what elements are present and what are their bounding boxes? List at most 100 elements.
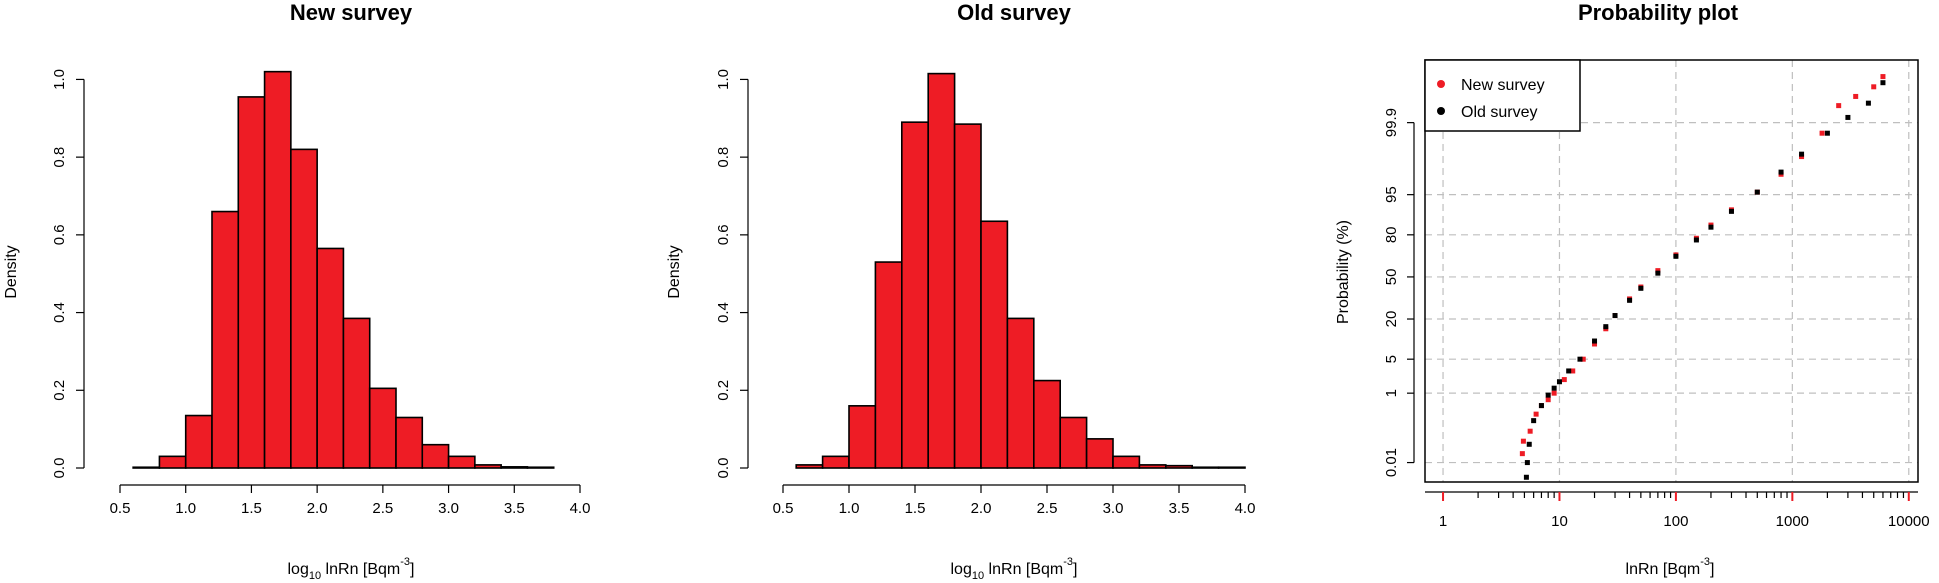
x-axis-label-exponent: -3 [1700, 556, 1710, 568]
y-tick-label: 0.8 [51, 147, 68, 168]
x-axis-label-close: ] [1710, 561, 1714, 578]
y-tick-label: 1.0 [51, 69, 68, 90]
x-axis-label-base: 10 [309, 570, 321, 582]
data-point [1638, 285, 1644, 291]
histogram-bar [395, 416, 424, 469]
data-point [1592, 338, 1598, 344]
x-tick-label: 2.0 [307, 500, 328, 517]
legend-label-old-survey: Old survey [1461, 104, 1537, 121]
legend-marker-new-survey [1437, 80, 1445, 88]
x-axis-label: lnRn [Bqm-3] [1626, 556, 1715, 578]
legend-marker-old-survey [1437, 107, 1445, 115]
histogram-bar [795, 464, 824, 469]
histogram-bar [158, 455, 187, 469]
x-tick-label: 2.5 [372, 500, 393, 517]
data-point [1880, 74, 1886, 80]
histogram-bar [953, 123, 982, 469]
x-tick-label: 3.0 [1103, 500, 1124, 517]
y-tick-label: 0.01 [1383, 448, 1400, 477]
histogram-bar [184, 414, 213, 469]
data-point [1836, 103, 1842, 109]
histogram-bar [848, 405, 877, 469]
y-tick-label: 0.4 [715, 302, 732, 323]
histogram-bar [342, 317, 371, 469]
y-axis: 0.0 0.2 0.4 0.6 0.8 1.0 [51, 69, 85, 479]
y-tick-label: 1 [1383, 389, 1400, 397]
histogram-bar [1006, 317, 1035, 469]
data-point [1566, 368, 1572, 374]
chart-title: New survey [290, 0, 413, 25]
chart-title: Probability plot [1578, 0, 1739, 25]
x-tick-label: 2.5 [1037, 500, 1058, 517]
histogram-bar [1217, 466, 1246, 469]
data-point [1603, 324, 1609, 330]
y-tick-label: 0.6 [51, 224, 68, 245]
y-axis-label: Density [666, 245, 683, 298]
data-point [1592, 341, 1598, 347]
data-point [1527, 428, 1533, 434]
histogram-bar [447, 455, 476, 469]
x-tick-label: 1.5 [241, 500, 262, 517]
x-tick-label: 1000 [1776, 513, 1809, 530]
data-point [1526, 441, 1532, 447]
histogram-bar [211, 210, 240, 469]
x-axis: 1 10 100 1000 10000 [1425, 491, 1930, 530]
data-point [1845, 114, 1851, 120]
data-point [1880, 80, 1886, 86]
x-axis-label-unit: lnRn [Bqm [321, 561, 400, 578]
data-point [1570, 368, 1576, 374]
x-tick-label: 100 [1663, 513, 1688, 530]
data-point [1728, 208, 1734, 214]
x-axis-label-log: log [288, 561, 309, 578]
data-point [1655, 270, 1661, 276]
data-point [1524, 460, 1530, 466]
data-point [1693, 237, 1699, 243]
data-point [1819, 130, 1825, 136]
histogram-bar [874, 261, 903, 469]
x-tick-label: 1.0 [175, 500, 196, 517]
histogram-bar [368, 387, 397, 469]
bars [132, 70, 555, 469]
data-point [1545, 397, 1551, 403]
x-tick-label: 0.5 [773, 500, 794, 517]
data-point [1799, 151, 1805, 157]
data-point [1556, 379, 1562, 385]
x-tick-label: 10 [1551, 513, 1568, 530]
data-point [1561, 377, 1567, 383]
histogram-bar [900, 121, 929, 469]
bars [795, 72, 1246, 469]
x-axis-label-close: ] [1073, 561, 1077, 578]
grid [1425, 60, 1918, 482]
x-axis: 0.5 1.0 1.5 2.0 2.5 3.0 3.5 4.0 [773, 484, 1255, 517]
points [1519, 74, 1886, 480]
x-tick-label: 0.5 [110, 500, 131, 517]
histogram-bar [1165, 464, 1194, 469]
plot-frame [1424, 59, 1919, 483]
histogram-bar [980, 220, 1009, 469]
data-point [1612, 313, 1618, 319]
data-point [1673, 253, 1679, 259]
histogram-bar [132, 466, 161, 469]
legend-label-new-survey: New survey [1461, 77, 1545, 94]
x-tick-label: 3.5 [504, 500, 525, 517]
data-point [1531, 418, 1537, 424]
data-point [1545, 392, 1551, 398]
y-tick-label: 1.0 [715, 69, 732, 90]
x-tick-label: 10000 [1888, 513, 1930, 530]
histogram-old-survey: Old survey Density log10 lnRn [Bqm-3] 0.… [666, 0, 1255, 582]
chart-title: Old survey [957, 0, 1071, 25]
histogram-bar [821, 455, 850, 469]
x-tick-label: 3.5 [1169, 500, 1190, 517]
histogram-bar [421, 443, 450, 469]
x-axis: 0.5 1.0 1.5 2.0 2.5 3.0 3.5 4.0 [110, 484, 590, 517]
histogram-bar [1085, 438, 1114, 469]
x-tick-label: 3.0 [438, 500, 459, 517]
data-point [1627, 297, 1633, 303]
histogram-bar [500, 466, 529, 469]
data-point [1523, 474, 1529, 480]
histogram-bar [237, 96, 266, 469]
y-tick-label: 95 [1383, 186, 1400, 203]
y-tick-label: 50 [1383, 269, 1400, 286]
y-tick-label: 0.0 [51, 458, 68, 479]
